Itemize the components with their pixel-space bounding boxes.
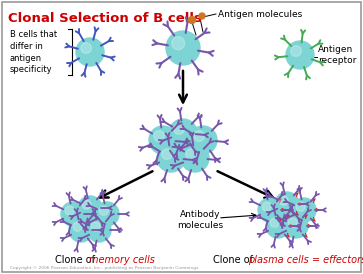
- Text: Antigen
receptor: Antigen receptor: [318, 45, 356, 65]
- Text: Antibody
molecules: Antibody molecules: [177, 210, 223, 230]
- Circle shape: [162, 149, 172, 159]
- Circle shape: [65, 206, 74, 215]
- Text: memory cells: memory cells: [89, 255, 155, 265]
- Text: Antigen molecules: Antigen molecules: [218, 10, 302, 19]
- Circle shape: [292, 198, 316, 222]
- Circle shape: [76, 38, 104, 66]
- Text: plasma cells = effectors: plasma cells = effectors: [248, 255, 363, 265]
- Circle shape: [258, 198, 282, 222]
- Circle shape: [81, 43, 91, 53]
- FancyBboxPatch shape: [2, 2, 361, 272]
- Circle shape: [181, 144, 209, 172]
- Circle shape: [149, 126, 177, 154]
- Text: Clone of: Clone of: [213, 255, 256, 265]
- Text: Clone of: Clone of: [55, 255, 98, 265]
- Circle shape: [169, 119, 197, 147]
- Circle shape: [288, 218, 297, 227]
- Circle shape: [270, 218, 279, 227]
- Circle shape: [61, 202, 85, 226]
- Circle shape: [286, 41, 314, 69]
- Circle shape: [166, 31, 200, 65]
- Text: B cells that
differ in
antigen
specificity: B cells that differ in antigen specifici…: [10, 30, 57, 75]
- Circle shape: [69, 218, 93, 242]
- Circle shape: [87, 218, 111, 242]
- Circle shape: [174, 124, 184, 135]
- Circle shape: [157, 144, 185, 172]
- Circle shape: [266, 214, 290, 238]
- Circle shape: [296, 202, 305, 211]
- Circle shape: [262, 202, 271, 211]
- Text: Clonal Selection of B cells: Clonal Selection of B cells: [8, 12, 202, 25]
- Circle shape: [279, 196, 288, 205]
- Circle shape: [275, 192, 299, 216]
- Circle shape: [284, 214, 308, 238]
- Circle shape: [194, 131, 204, 141]
- Circle shape: [99, 206, 108, 215]
- Circle shape: [199, 13, 205, 19]
- Circle shape: [82, 200, 91, 209]
- Text: Copyright © 2006 Pearson Education, Inc., publishing as Pearson Benjamin Cumming: Copyright © 2006 Pearson Education, Inc.…: [10, 266, 200, 270]
- Circle shape: [78, 196, 102, 220]
- Circle shape: [186, 149, 196, 159]
- Circle shape: [291, 46, 301, 56]
- Circle shape: [189, 126, 217, 154]
- Circle shape: [172, 37, 185, 50]
- Circle shape: [73, 222, 82, 231]
- Circle shape: [91, 222, 100, 231]
- Circle shape: [188, 16, 196, 24]
- Circle shape: [154, 131, 164, 141]
- Circle shape: [95, 202, 119, 226]
